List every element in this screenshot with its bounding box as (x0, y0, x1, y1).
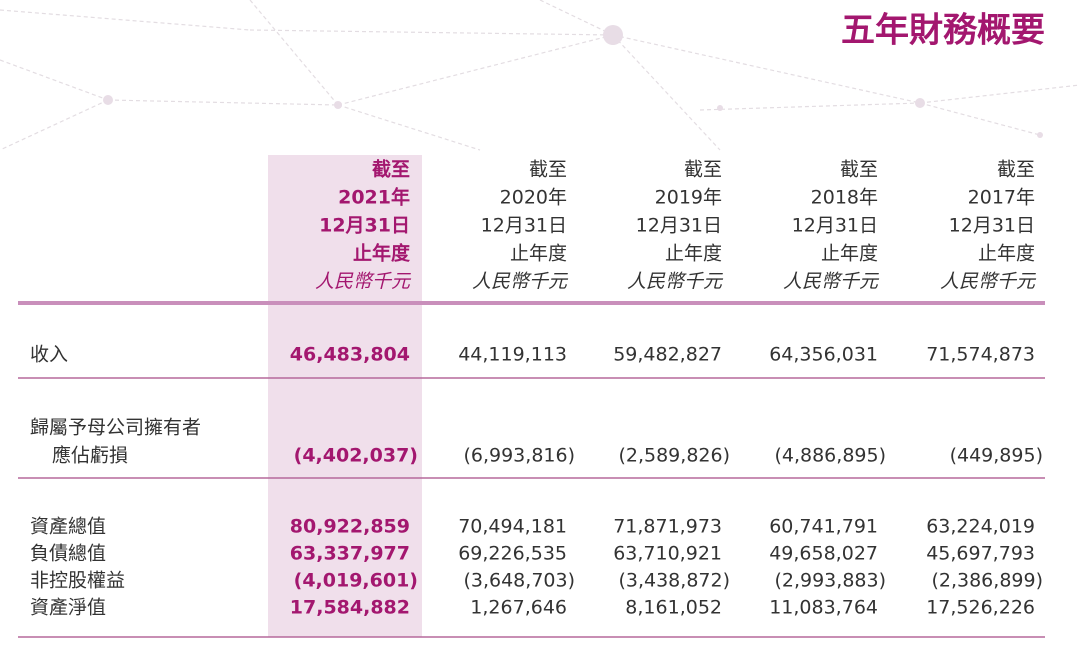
cell-value: 49,658,027 (769, 543, 878, 565)
cell-value: 80,922,859 (290, 516, 410, 538)
column-header: 截至 (684, 159, 722, 181)
column-header: 12月31日 (636, 215, 722, 237)
cell-value: (6,993,816) (463, 445, 575, 467)
column-header: 止年度 (510, 243, 567, 265)
page-title: 五年財務概要 (841, 11, 1045, 51)
row-label: 收入 (30, 344, 68, 366)
highlight-column (268, 155, 422, 637)
column-header: 12月31日 (792, 215, 878, 237)
cell-value: (4,886,895) (774, 445, 886, 467)
column-header: 截至 (372, 158, 410, 181)
column-header: 截至 (997, 159, 1035, 181)
cell-value: (3,648,703) (463, 570, 575, 592)
column-header: 12月31日 (319, 215, 410, 237)
cell-value: (2,589,826) (618, 445, 730, 467)
column-header: 止年度 (353, 242, 411, 265)
column-header: 人民幣千元 (783, 271, 880, 293)
column-header: 截至 (840, 159, 878, 181)
cell-value: 64,356,031 (769, 344, 878, 366)
cell-value: 17,584,882 (290, 597, 410, 619)
cell-value: (2,993,883) (774, 570, 886, 592)
cell-value: 44,119,113 (458, 344, 567, 366)
cell-value: (449,895) (950, 445, 1043, 467)
column-header: 2017年 (968, 187, 1035, 209)
row-label: 歸屬予母公司擁有者 (30, 417, 201, 439)
cell-value: (3,438,872) (618, 570, 730, 592)
cell-value: 59,482,827 (613, 344, 722, 366)
column-header: 止年度 (821, 243, 878, 265)
cell-value: 71,574,873 (926, 344, 1035, 366)
column-header: 人民幣千元 (472, 271, 569, 293)
cell-value: (2,386,899) (931, 570, 1043, 592)
cell-value: (4,402,037) (294, 445, 418, 467)
column-header: 12月31日 (481, 215, 567, 237)
cell-value: 69,226,535 (458, 543, 567, 565)
column-header: 12月31日 (949, 215, 1035, 237)
cell-value: 60,741,791 (769, 516, 878, 538)
cell-value: 11,083,764 (769, 597, 878, 619)
row-label: 負債總值 (30, 543, 106, 565)
background-network (0, 0, 1080, 151)
cell-value: 46,483,804 (290, 344, 410, 366)
cell-value: 63,224,019 (926, 516, 1035, 538)
cell-value: 70,494,181 (458, 516, 567, 538)
column-header: 2021年 (338, 186, 410, 209)
row-label: 資產總值 (30, 516, 106, 538)
row-label: 資產淨值 (30, 597, 106, 619)
cell-value: 17,526,226 (926, 597, 1035, 619)
column-header: 止年度 (665, 243, 722, 265)
row-label: 應佔虧損 (52, 444, 128, 467)
cell-value: 71,871,973 (613, 516, 722, 538)
column-header: 人民幣千元 (940, 271, 1037, 293)
row-label: 非控股權益 (30, 570, 125, 592)
column-header: 截至 (529, 159, 567, 181)
column-header: 2019年 (655, 187, 722, 209)
cell-value: 45,697,793 (926, 543, 1035, 565)
column-header: 2020年 (500, 187, 567, 209)
cell-value: 8,161,052 (625, 597, 722, 619)
column-header: 人民幣千元 (627, 271, 724, 293)
cell-value: 63,710,921 (613, 543, 722, 565)
cell-value: 1,267,646 (470, 597, 567, 619)
column-header: 止年度 (978, 243, 1035, 265)
column-header: 2018年 (811, 187, 878, 209)
cell-value: (4,019,601) (294, 570, 418, 592)
column-header: 人民幣千元 (315, 271, 412, 293)
cell-value: 63,337,977 (290, 543, 410, 565)
